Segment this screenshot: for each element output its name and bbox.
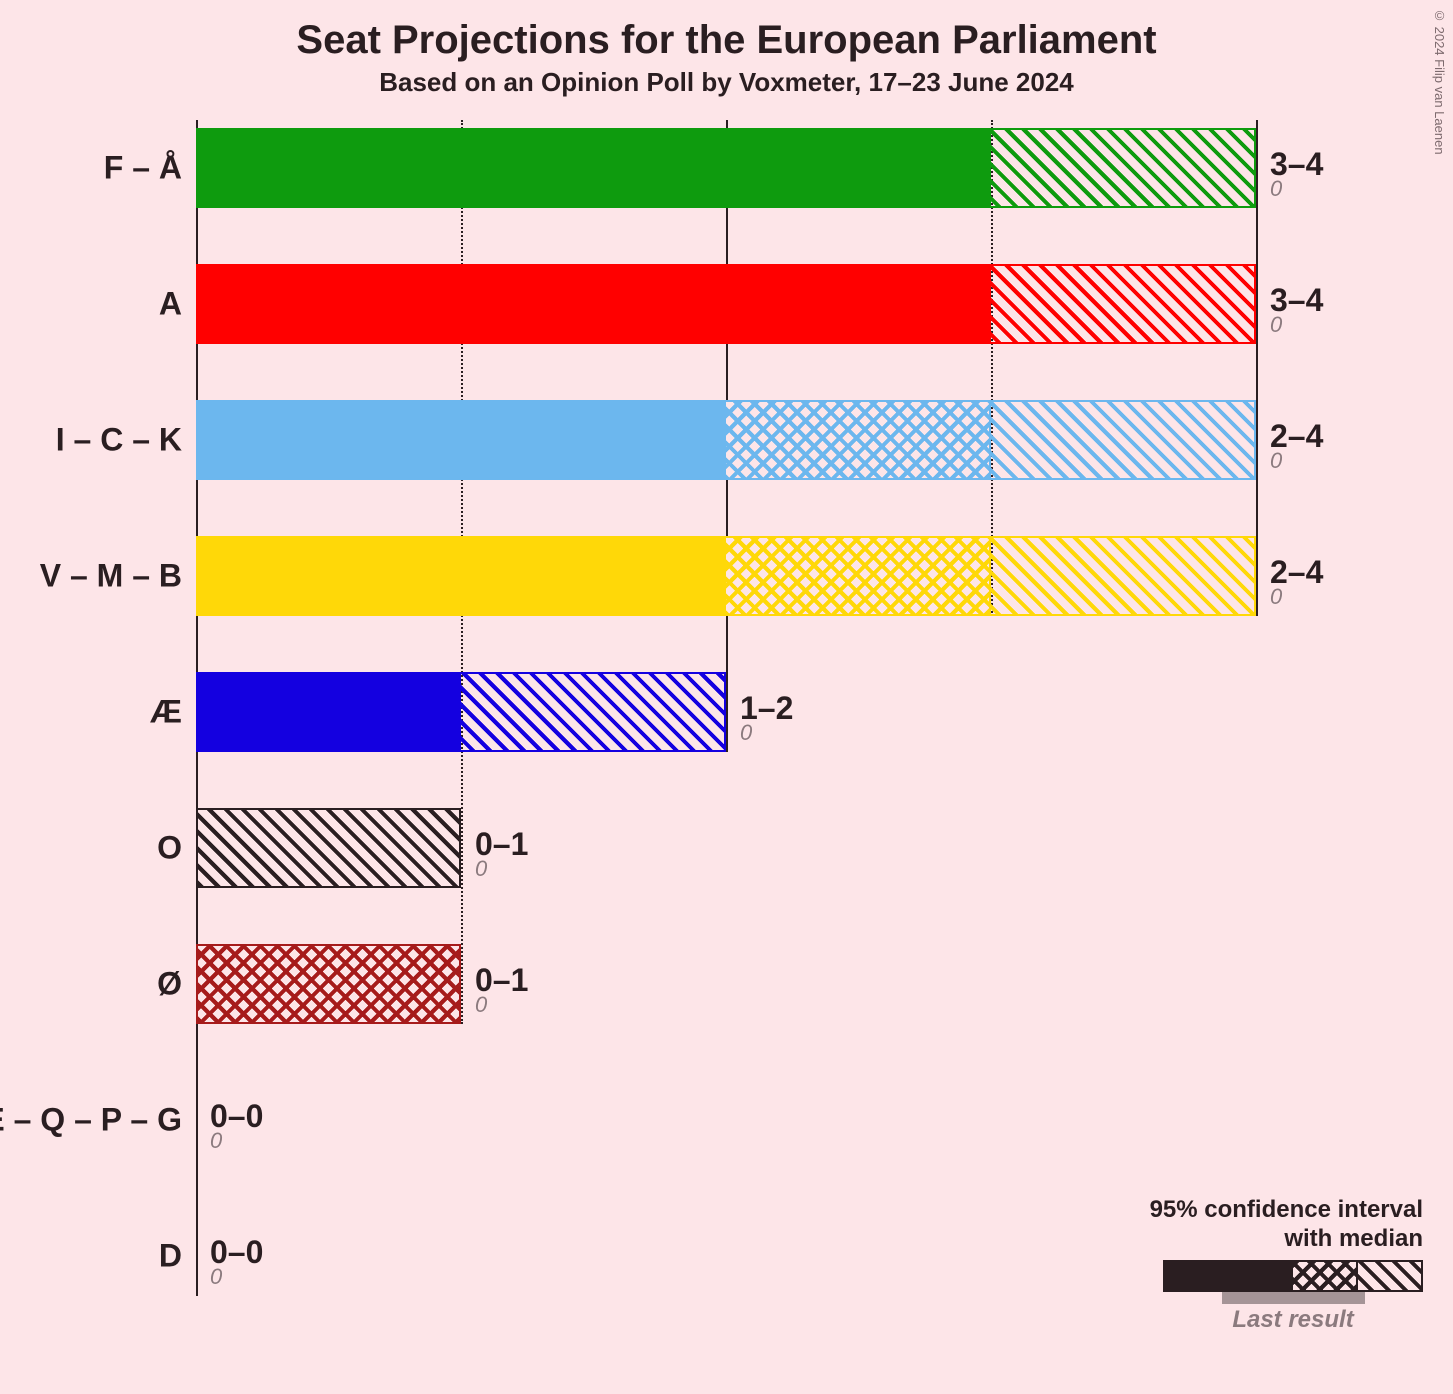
value-last: 0 [1270, 176, 1282, 202]
legend: 95% confidence intervalwith median Last r… [1150, 1196, 1423, 1334]
bar-row: Ø0–10 [196, 944, 1256, 1024]
value-last: 0 [475, 856, 487, 882]
bar-row: I – C – K2–40 [196, 400, 1256, 480]
party-label: O [157, 830, 182, 867]
value-last: 0 [740, 720, 752, 746]
party-label: V – M – B [40, 558, 182, 595]
bar-row: Æ1–20 [196, 672, 1256, 752]
party-label: Ø [157, 966, 182, 1003]
bar-row: E – Q – P – G0–00 [196, 1080, 1256, 1160]
legend-title: 95% confidence intervalwith median [1150, 1196, 1423, 1254]
party-label: A [159, 286, 182, 323]
value-last: 0 [475, 992, 487, 1018]
legend-bar [1163, 1260, 1423, 1292]
copyright-text: © 2024 Filip van Laenen [1432, 8, 1447, 155]
bar-ci-low [196, 672, 461, 752]
bar-ci-low [196, 400, 726, 480]
chart-container: © 2024 Filip van Laenen Seat Projections… [0, 0, 1453, 1394]
party-label: Æ [150, 694, 182, 731]
bar-median [196, 944, 461, 1024]
bar-row: F – Å3–40 [196, 128, 1256, 208]
party-label: F – Å [104, 150, 182, 187]
value-last: 0 [1270, 448, 1282, 474]
value-last: 0 [210, 1264, 222, 1290]
bar-ci-high [196, 808, 461, 888]
legend-segment [1163, 1260, 1293, 1292]
party-label: D [159, 1238, 182, 1275]
legend-last-bar [1222, 1292, 1365, 1304]
chart-subtitle: Based on an Opinion Poll by Voxmeter, 17… [0, 67, 1453, 98]
party-label: E – Q – P – G [0, 1102, 182, 1139]
value-last: 0 [1270, 584, 1282, 610]
bar-row: V – M – B2–40 [196, 536, 1256, 616]
legend-title-line2: with median [1150, 1225, 1423, 1254]
bar-ci-low [196, 536, 726, 616]
bar-ci-low [196, 264, 991, 344]
gridline [1256, 120, 1258, 616]
bar-row: A3–40 [196, 264, 1256, 344]
legend-title-line1: 95% confidence interval [1150, 1196, 1423, 1225]
bar-row: D0–00 [196, 1216, 1256, 1296]
plot-area: F – Å3–40 A3–40 I – C – K2–40 V – M – B2–40… [196, 120, 1256, 1364]
bar-row: O0–10 [196, 808, 1256, 888]
chart-title: Seat Projections for the European Parlia… [0, 0, 1453, 63]
value-last: 0 [1270, 312, 1282, 338]
bar-ci-low [196, 128, 991, 208]
value-last: 0 [210, 1128, 222, 1154]
legend-last-label: Last result [1163, 1306, 1423, 1334]
party-label: I – C – K [56, 422, 182, 459]
